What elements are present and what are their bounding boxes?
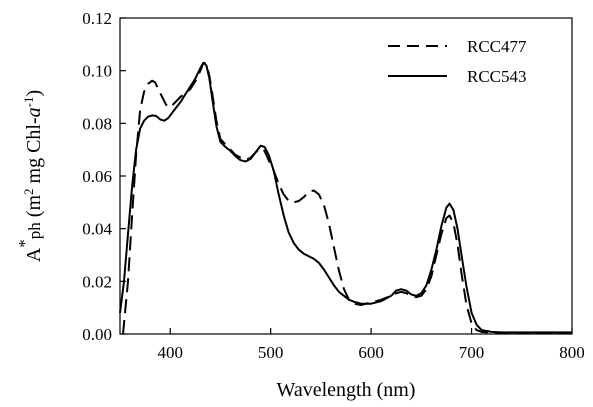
x-tick-label: 600 bbox=[358, 343, 384, 362]
y-tick-label: 0.08 bbox=[82, 114, 112, 133]
y-tick-label: 0.02 bbox=[82, 272, 112, 291]
y-tick-label: 0.04 bbox=[82, 220, 112, 239]
y-label-mid: mg Chl- bbox=[23, 117, 45, 188]
y-tick-label: 0.10 bbox=[82, 62, 112, 81]
legend-label-rcc543: RCC543 bbox=[467, 67, 527, 86]
y-tick-label: 0.00 bbox=[82, 325, 112, 344]
y-axis-ticks: 0.00 0.02 0.04 0.06 0.08 0.10 0.12 bbox=[82, 9, 126, 344]
x-axis-ticks: 400 500 600 700 800 bbox=[157, 328, 585, 362]
y-label-sup1: 2 bbox=[21, 188, 36, 195]
y-label-sub: ph bbox=[25, 222, 44, 240]
y-tick-label: 0.12 bbox=[82, 9, 112, 28]
x-tick-label: 500 bbox=[258, 343, 284, 362]
legend-label-rcc477: RCC477 bbox=[467, 37, 527, 56]
legend: RCC477 RCC543 bbox=[388, 37, 527, 86]
y-label-sup2: -1 bbox=[21, 97, 36, 108]
x-axis-label: Wavelength (nm) bbox=[277, 379, 416, 401]
x-tick-label: 400 bbox=[157, 343, 183, 362]
y-label-open: (m bbox=[23, 195, 45, 223]
x-tick-label: 700 bbox=[459, 343, 485, 362]
y-label-italic: a bbox=[23, 107, 45, 117]
plot-frame bbox=[119, 17, 573, 335]
y-label-close: ) bbox=[23, 90, 45, 97]
x-tick-label: 800 bbox=[559, 343, 585, 362]
series-line-rcc543 bbox=[119, 61, 572, 334]
y-tick-label: 0.06 bbox=[82, 167, 112, 186]
series-line-rcc477 bbox=[122, 61, 572, 335]
y-axis-label: A*ph (m2 mg Chl-a-1) bbox=[15, 90, 45, 262]
y-label-star: * bbox=[15, 239, 34, 248]
plot-marks bbox=[119, 61, 572, 335]
y-label-prefix: A bbox=[23, 247, 45, 262]
